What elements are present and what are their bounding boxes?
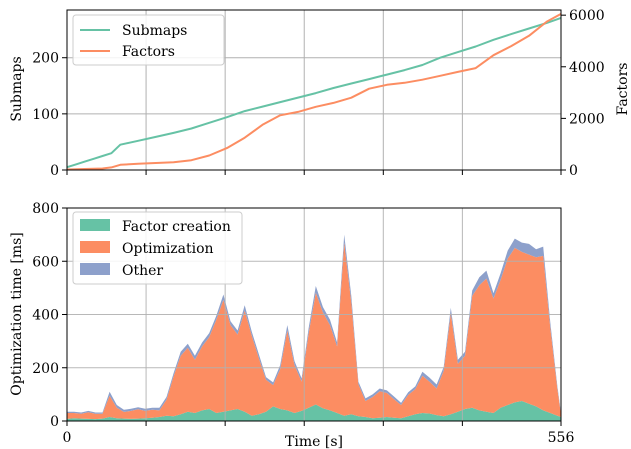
bottom-y-tick-label-3: 600 [32,254,59,270]
legend-swatch-optimization [80,241,110,253]
top-y-tick-label-0: 0 [50,163,59,179]
top-y-axis-label: Submaps [9,56,25,121]
top-legend: Submaps Factors [72,14,225,66]
top-y2-tick-label-2: 4000 [569,60,605,76]
legend-swatch-other [80,263,110,275]
bottom-y-tick-label-4: 800 [32,201,59,217]
top-y-tick-label-1: 100 [32,107,59,123]
bottom-y-tick-label-0: 0 [50,414,59,430]
top-y-tick-label-2: 200 [32,51,59,67]
bottom-y-axis-label: Optimization time [ms] [9,232,25,396]
area-factor-creation [67,401,561,421]
legend-label-other: Other [122,263,163,279]
bottom-x-ticks: 0 556 [63,421,575,446]
top-y2-tick-label-1: 2000 [569,111,605,127]
top-y-ticks: 0 100 200 [32,51,67,179]
bottom-x-tick-label-0: 0 [63,430,72,446]
top-x-ticks [66,170,562,175]
top-legend-box [72,14,225,66]
top-y2-tick-label-0: 0 [569,163,578,179]
bottom-y-ticks: 0 200 400 600 800 [32,201,67,430]
bottom-legend-box [72,211,243,285]
legend-label-optimization: Optimization [122,241,214,257]
legend-label-submaps: Submaps [122,23,187,39]
series-line-submaps [66,16,562,169]
bottom-x-tick-label-1: 556 [548,430,575,446]
submaps-factors-plot: 0 100 200 0 2000 4000 6000 Submaps Factors Su… [9,8,631,179]
top-y2-ticks: 0 2000 4000 6000 [561,8,605,179]
area-other [67,234,561,415]
legend-swatch-factor-creation [80,219,110,231]
series-line-factors [66,13,562,171]
bottom-legend: Factor creation Optimization Other [72,211,243,285]
legend-label-factors: Factors [122,44,175,60]
top-y2-axis-label: Factors [615,63,631,116]
bottom-y-tick-label-1: 200 [32,361,59,377]
legend-label-factor-creation: Factor creation [122,219,231,235]
optimization-time-plot: 0 556 0 200 400 600 800 Optimization time [ms… [9,201,574,449]
bottom-y-tick-label-2: 400 [32,308,59,324]
bottom-x-axis-label: Time [s] [285,434,343,449]
bottom-stacked-areas [67,234,561,421]
area-optimization [67,242,561,420]
top-series-lines [66,13,562,171]
top-y2-tick-label-3: 6000 [569,8,605,24]
top-plot-frame [66,9,562,171]
